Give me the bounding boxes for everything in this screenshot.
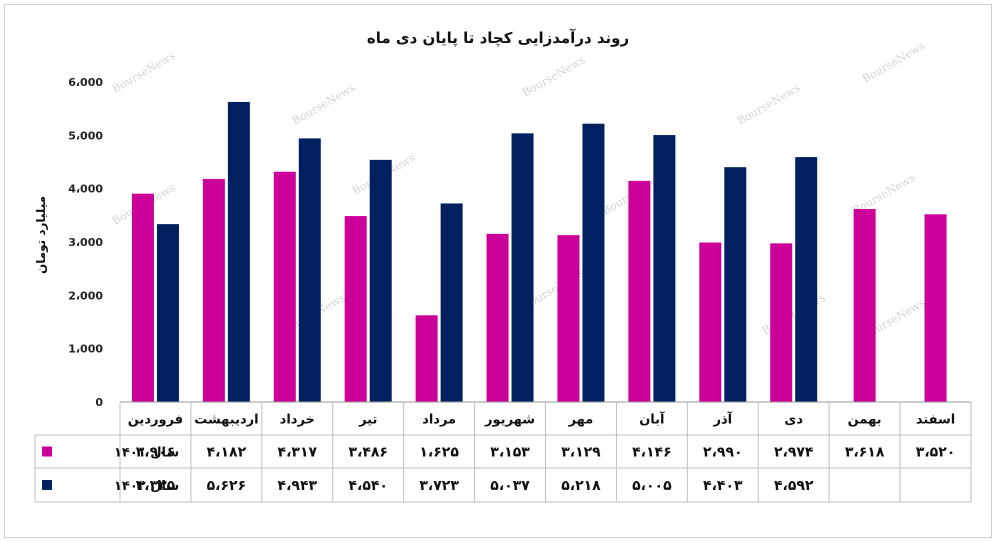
y-tick-label: 0: [95, 396, 103, 409]
watermark-text: BourseNews: [290, 81, 358, 128]
bar-1401: [344, 216, 367, 402]
bar-1401: [131, 193, 154, 402]
data-label: ۳،۷۲۳: [419, 478, 459, 494]
bar-1401: [699, 242, 722, 402]
x-tick-label: شهریور: [484, 413, 535, 428]
y-tick-label: 2،000: [68, 289, 103, 302]
x-tick-label: مرداد: [422, 413, 456, 428]
data-label: ۳،۵۲۰: [916, 445, 956, 461]
data-label: ۴،۵۴۰: [348, 478, 388, 494]
watermark-text: BourseNews: [760, 291, 828, 338]
chart-title: روند درآمدزایی کچاد تا پایان دی ماه: [367, 29, 629, 48]
bar-1401: [557, 235, 580, 402]
x-tick-label: تیر: [358, 413, 377, 428]
bar-1402: [511, 133, 534, 403]
data-label: ۳،۶۱۸: [845, 445, 885, 461]
data-label: ۵،۲۱۸: [561, 478, 601, 494]
bar-1401: [273, 171, 296, 402]
data-label: ۵،۰۳۷: [490, 478, 530, 494]
data-label: ۳،۱۲۹: [561, 445, 601, 461]
data-label: ۳،۴۸۶: [348, 445, 388, 461]
watermark-text: BourseNews: [110, 49, 178, 96]
bar-1402: [227, 101, 250, 403]
x-tick-label: فروردین: [128, 413, 183, 428]
bar-1402: [369, 159, 392, 402]
data-label: ۴،۴۰۳: [703, 478, 743, 494]
y-tick-label: 1،000: [68, 343, 103, 356]
bar-1402: [653, 135, 676, 403]
bar-1402: [795, 157, 818, 402]
x-tick-label: بهمن: [848, 413, 882, 428]
bar-1402: [724, 167, 747, 402]
y-tick-label: 3،000: [68, 236, 103, 249]
y-axis-label: میلیارد تومان: [34, 196, 49, 274]
bar-1402: [156, 224, 179, 402]
x-tick-label: مهر: [568, 413, 594, 428]
data-label: ۴،۹۴۳: [278, 478, 318, 494]
y-tick-label: 6،000: [68, 76, 103, 89]
x-tick-label: آبان: [639, 411, 665, 428]
bar-1402: [298, 138, 321, 402]
legend-swatch: [42, 480, 52, 490]
watermark-text: BourseNews: [520, 53, 588, 100]
y-tick-label: 4،000: [68, 183, 103, 196]
x-tick-label: اسفند: [916, 413, 955, 428]
bar-1401: [770, 243, 793, 402]
data-label: ۳،۹۰۶: [136, 445, 176, 461]
bar-chart: BourseNews BourseNews BourseNews BourseNews…: [34, 29, 972, 503]
legend-label: سال ۱۴۰۱: [114, 446, 179, 461]
bar-1401: [202, 178, 225, 402]
bar-1401: [924, 214, 947, 402]
legend-label: سال ۱۴۰۲: [114, 479, 179, 494]
bar-1401: [486, 233, 509, 402]
data-label: ۴،۱۴۶: [632, 445, 672, 461]
data-label: ۱،۶۲۵: [419, 445, 459, 461]
watermark-text: BourseNews: [860, 39, 928, 86]
y-tick-label: 5،000: [68, 129, 103, 142]
data-label: ۵،۰۰۵: [632, 478, 672, 494]
bar-1401: [628, 180, 651, 402]
bar-1402: [440, 203, 463, 402]
watermark-text: BourseNews: [735, 81, 803, 128]
x-tick-label: آذر: [712, 411, 732, 428]
legend-swatch: [42, 446, 52, 457]
data-label: ۲،۹۹۰: [703, 445, 743, 461]
x-tick-label: اردیبهشت: [194, 413, 258, 428]
data-label: ۴،۵۹۲: [774, 478, 814, 494]
data-label: ۲،۹۷۴: [774, 445, 814, 461]
data-label: ۴،۳۱۷: [278, 445, 318, 461]
bar-1402: [582, 123, 605, 402]
data-label: ۴،۱۸۲: [207, 445, 247, 461]
data-label: ۳،۱۵۳: [490, 445, 530, 461]
data-label: ۵،۶۲۶: [207, 478, 247, 494]
bar-1401: [415, 315, 438, 402]
bar-1401: [853, 209, 876, 402]
data-label: ۳،۳۳۵: [136, 478, 176, 494]
chart-frame: BourseNews BourseNews BourseNews BourseNews…: [4, 4, 992, 538]
x-tick-label: خرداد: [280, 413, 315, 428]
x-tick-label: دی: [784, 413, 803, 428]
